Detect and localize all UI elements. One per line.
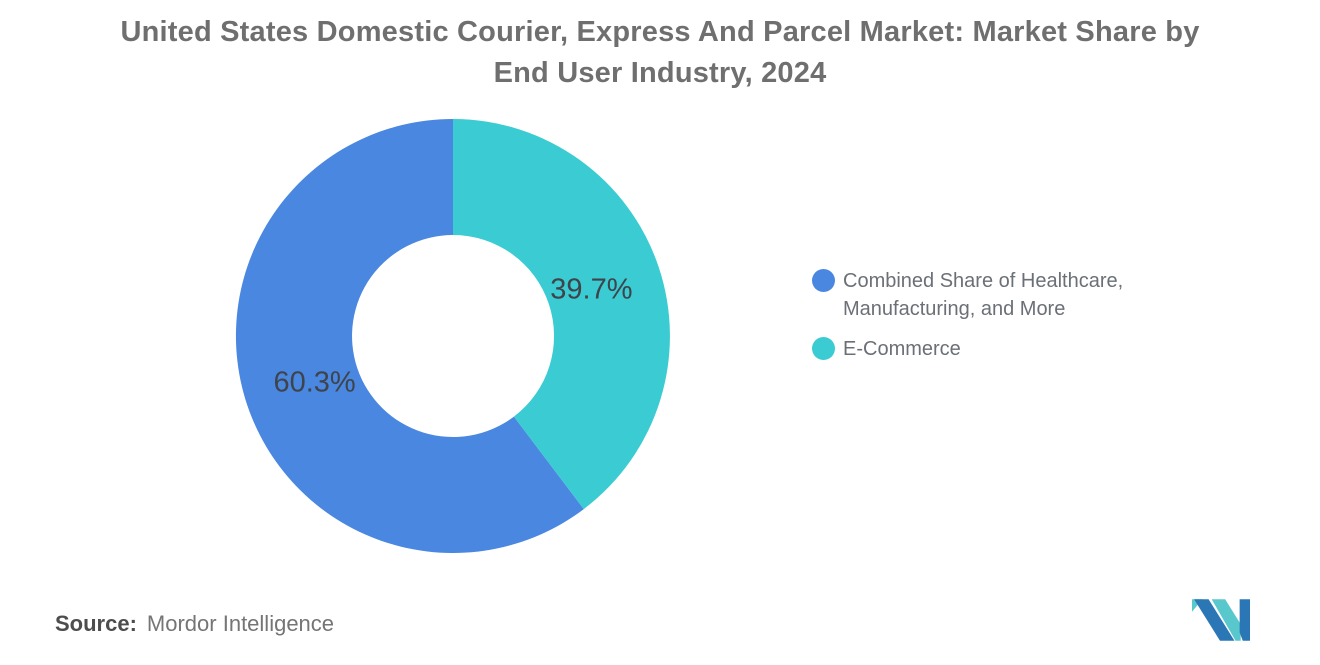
mordor-intelligence-logo [1192, 599, 1250, 641]
chart-title-line1: United States Domestic Courier, Express … [120, 16, 1200, 48]
legend-item-combined-share[interactable]: Combined Share of Healthcare, Manufactur… [812, 267, 1172, 323]
logo-shape-blue-right [1239, 599, 1250, 641]
donut-slice-0[interactable] [235, 118, 584, 553]
legend: Combined Share of Healthcare, Manufactur… [812, 267, 1172, 363]
legend-label: E-Commerce [843, 338, 961, 360]
source-line: Source: Mordor Intelligence [55, 611, 334, 637]
source-value: Mordor Intelligence [146, 611, 335, 636]
legend-marker-blue-icon [812, 269, 835, 292]
legend-marker-teal-icon [812, 337, 835, 360]
slice-label-0: 60.3% [273, 366, 355, 398]
chart-title: United States Domestic Courier, Express … [60, 12, 1260, 94]
chart-title-line2: End User Industry, 2024 [493, 57, 827, 89]
logo-shape-teal-left [1192, 599, 1203, 612]
logo-shape-blue-diagonal [1194, 599, 1235, 641]
slice-label-1: 39.7% [550, 274, 632, 306]
legend-item-ecommerce[interactable]: E-Commerce [812, 335, 1172, 363]
donut-slice-1[interactable] [453, 119, 670, 510]
logo-shape-teal-diagonal [1211, 599, 1241, 641]
legend-label: Combined Share of Healthcare, Manufactur… [843, 270, 1124, 320]
source-label: Source: [55, 611, 137, 636]
